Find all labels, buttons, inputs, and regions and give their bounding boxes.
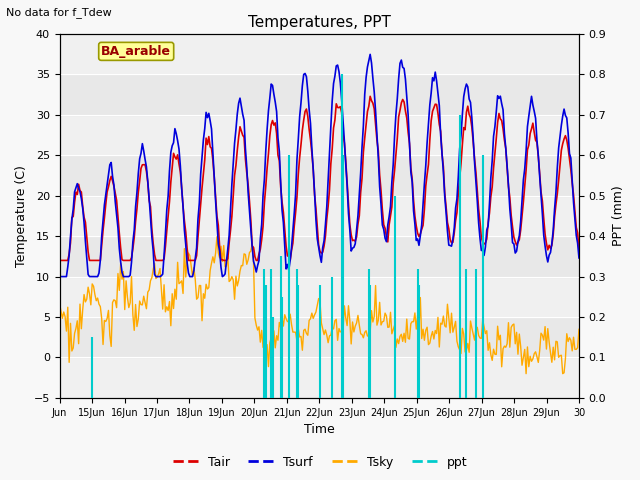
Bar <box>60 155 579 196</box>
Bar <box>60 196 579 236</box>
Bar <box>60 236 579 276</box>
Text: No data for f_Tdew: No data for f_Tdew <box>6 7 112 18</box>
Y-axis label: Temperature (C): Temperature (C) <box>15 165 28 267</box>
Y-axis label: PPT (mm): PPT (mm) <box>612 186 625 246</box>
X-axis label: Time: Time <box>304 423 335 436</box>
Text: BA_arable: BA_arable <box>101 45 171 58</box>
Bar <box>60 317 579 358</box>
Legend: Tair, Tsurf, Tsky, ppt: Tair, Tsurf, Tsky, ppt <box>168 451 472 474</box>
Title: Temperatures, PPT: Temperatures, PPT <box>248 15 391 30</box>
Bar <box>60 115 579 155</box>
Bar <box>60 74 579 115</box>
Bar <box>60 358 579 398</box>
Bar <box>60 34 579 74</box>
Bar <box>60 276 579 317</box>
